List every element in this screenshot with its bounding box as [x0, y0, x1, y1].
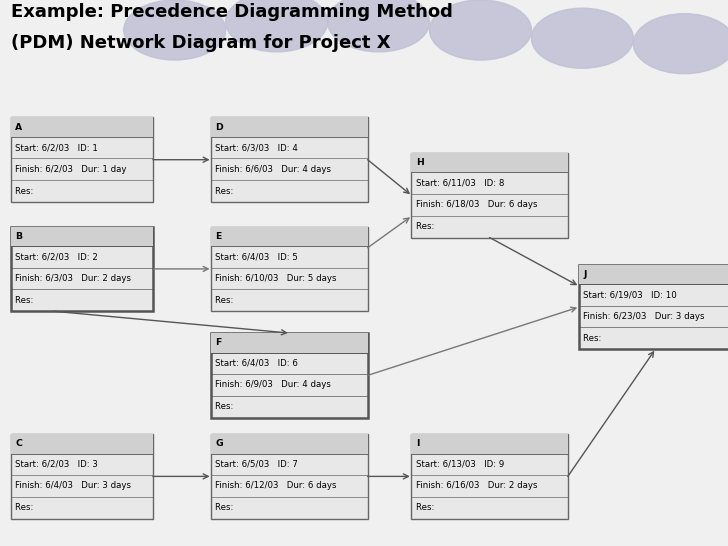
Bar	[579, 265, 728, 284]
Text: Res:: Res:	[416, 222, 437, 231]
Bar	[211, 227, 368, 311]
Bar	[211, 333, 368, 353]
Text: Res:: Res:	[15, 503, 36, 512]
Ellipse shape	[633, 14, 728, 74]
Text: Start: 6/19/03   ID: 10: Start: 6/19/03 ID: 10	[583, 290, 677, 300]
Bar	[11, 227, 153, 246]
Bar	[211, 333, 368, 418]
Text: Start: 6/3/03   ID: 4: Start: 6/3/03 ID: 4	[215, 143, 298, 152]
Text: I: I	[416, 440, 419, 448]
Ellipse shape	[430, 0, 531, 60]
Bar	[211, 434, 368, 519]
Ellipse shape	[124, 0, 226, 60]
Bar	[411, 153, 568, 173]
Text: Finish: 6/4/03   Dur: 3 days: Finish: 6/4/03 Dur: 3 days	[15, 482, 131, 490]
Text: Finish: 6/18/03   Dur: 6 days: Finish: 6/18/03 Dur: 6 days	[416, 200, 537, 209]
Text: B: B	[15, 232, 23, 241]
Text: Finish: 6/6/03   Dur: 4 days: Finish: 6/6/03 Dur: 4 days	[215, 165, 331, 174]
Ellipse shape	[226, 0, 328, 52]
Bar	[411, 153, 568, 238]
Text: (PDM) Network Diagram for Project X: (PDM) Network Diagram for Project X	[11, 34, 390, 52]
Text: Finish: 6/10/03   Dur: 5 days: Finish: 6/10/03 Dur: 5 days	[215, 274, 337, 283]
Text: Start: 6/5/03   ID: 7: Start: 6/5/03 ID: 7	[215, 460, 298, 469]
Text: Start: 6/2/03   ID: 3: Start: 6/2/03 ID: 3	[15, 460, 98, 469]
Text: Start: 6/2/03   ID: 1: Start: 6/2/03 ID: 1	[15, 143, 98, 152]
Bar	[11, 227, 153, 311]
Bar	[11, 434, 153, 454]
Text: Res:: Res:	[15, 296, 36, 305]
Bar	[579, 265, 728, 349]
Text: Start: 6/4/03   ID: 5: Start: 6/4/03 ID: 5	[215, 252, 298, 262]
Bar	[211, 227, 368, 246]
Text: Start: 6/13/03   ID: 9: Start: 6/13/03 ID: 9	[416, 460, 504, 469]
Text: Start: 6/11/03   ID: 8: Start: 6/11/03 ID: 8	[416, 179, 504, 188]
Text: Res:: Res:	[215, 187, 237, 195]
Text: Finish: 6/16/03   Dur: 2 days: Finish: 6/16/03 Dur: 2 days	[416, 482, 537, 490]
Text: Res:: Res:	[215, 503, 237, 512]
Bar	[211, 434, 368, 454]
Text: E: E	[215, 232, 222, 241]
Text: Example: Precedence Diagramming Method: Example: Precedence Diagramming Method	[11, 3, 453, 21]
Bar	[211, 117, 368, 137]
Text: Finish: 6/2/03   Dur: 1 day: Finish: 6/2/03 Dur: 1 day	[15, 165, 127, 174]
Bar	[211, 117, 368, 202]
Text: J: J	[583, 270, 587, 279]
Text: Res:: Res:	[416, 503, 437, 512]
Text: F: F	[215, 339, 222, 347]
Text: Finish: 6/12/03   Dur: 6 days: Finish: 6/12/03 Dur: 6 days	[215, 482, 337, 490]
Bar	[11, 434, 153, 519]
Text: Res:: Res:	[15, 187, 36, 195]
Text: D: D	[215, 123, 223, 132]
Text: Res:: Res:	[583, 334, 604, 343]
Bar	[411, 434, 568, 519]
Text: Res:: Res:	[215, 402, 237, 411]
Ellipse shape	[531, 8, 633, 68]
Bar	[11, 117, 153, 137]
Text: Finish: 6/9/03   Dur: 4 days: Finish: 6/9/03 Dur: 4 days	[215, 381, 331, 389]
Ellipse shape	[328, 0, 430, 52]
Bar	[411, 434, 568, 454]
Text: Finish: 6/23/03   Dur: 3 days: Finish: 6/23/03 Dur: 3 days	[583, 312, 705, 321]
Text: Res:: Res:	[215, 296, 237, 305]
Text: Finish: 6/3/03   Dur: 2 days: Finish: 6/3/03 Dur: 2 days	[15, 274, 131, 283]
Text: A: A	[15, 123, 23, 132]
Text: Start: 6/4/03   ID: 6: Start: 6/4/03 ID: 6	[215, 359, 298, 368]
Text: Start: 6/2/03   ID: 2: Start: 6/2/03 ID: 2	[15, 252, 98, 262]
Text: G: G	[215, 440, 223, 448]
Text: C: C	[15, 440, 22, 448]
Bar	[11, 117, 153, 202]
Text: H: H	[416, 158, 424, 167]
